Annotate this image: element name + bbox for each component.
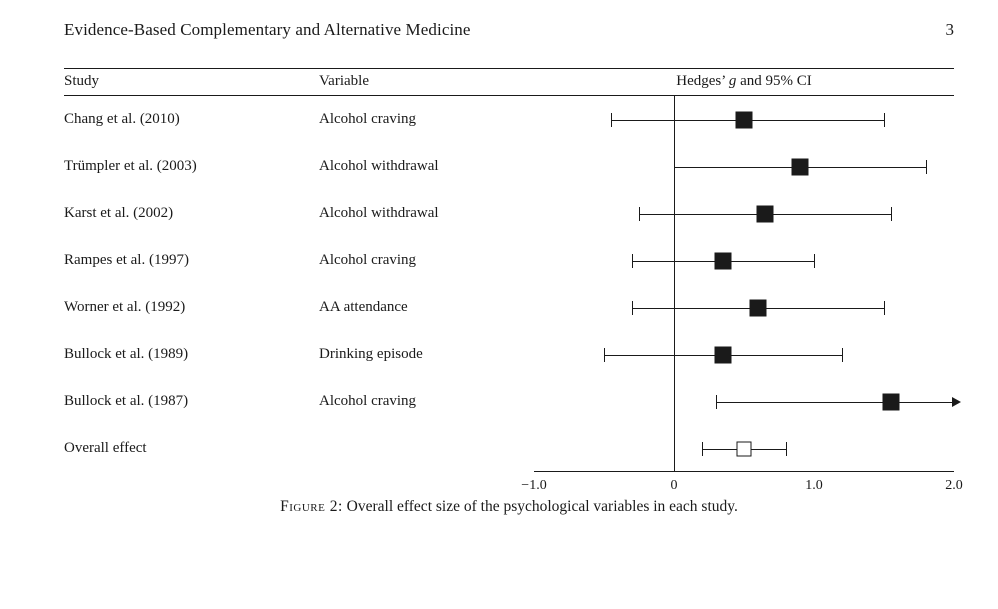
point-marker bbox=[715, 252, 732, 269]
variable-label: AA attendance bbox=[319, 299, 534, 316]
page: Evidence-Based Complementary and Alterna… bbox=[0, 0, 998, 609]
study-label: Karst et al. (2002) bbox=[64, 205, 319, 222]
ci-whisker bbox=[639, 207, 640, 221]
variable-label: Alcohol craving bbox=[319, 252, 534, 269]
study-label: Bullock et al. (1989) bbox=[64, 346, 319, 363]
study-label: Overall effect bbox=[64, 440, 319, 457]
forest-row: Trümpler et al. (2003)Alcohol withdrawal bbox=[64, 143, 954, 190]
plot-cell bbox=[534, 237, 954, 284]
zero-reference-line bbox=[674, 96, 675, 472]
ci-whisker bbox=[884, 113, 885, 127]
x-tick-label: 0 bbox=[671, 478, 678, 494]
plot-cell bbox=[534, 190, 954, 237]
journal-name: Evidence-Based Complementary and Alterna… bbox=[64, 20, 471, 40]
forest-rows: Chang et al. (2010)Alcohol cravingTrümpl… bbox=[64, 96, 954, 472]
figure-label: Figure 2: bbox=[280, 498, 343, 515]
x-tick-label: −1.0 bbox=[521, 478, 546, 494]
ci-whisker bbox=[716, 395, 717, 409]
forest-row: Overall effect bbox=[64, 425, 954, 472]
point-marker bbox=[736, 111, 753, 128]
variable-label: Alcohol craving bbox=[319, 111, 534, 128]
ci-line bbox=[716, 402, 954, 403]
summary-marker bbox=[737, 441, 752, 456]
x-tick-label: 1.0 bbox=[805, 478, 823, 494]
variable-label: Alcohol withdrawal bbox=[319, 158, 534, 175]
study-label: Bullock et al. (1987) bbox=[64, 393, 319, 410]
forest-row: Worner et al. (1992)AA attendance bbox=[64, 284, 954, 331]
plot-header-post: and 95% CI bbox=[736, 73, 811, 89]
plot-header-pre: Hedges’ bbox=[676, 73, 729, 89]
plot-cell bbox=[534, 96, 954, 143]
x-tick-label: 2.0 bbox=[945, 478, 963, 494]
plot-cell bbox=[534, 425, 954, 472]
ci-whisker bbox=[884, 301, 885, 315]
figure-caption: Figure 2: Overall effect size of the psy… bbox=[64, 498, 954, 516]
point-marker bbox=[715, 346, 732, 363]
ci-whisker bbox=[926, 160, 927, 174]
forest-row: Bullock et al. (1987)Alcohol craving bbox=[64, 378, 954, 425]
ci-whisker bbox=[632, 254, 633, 268]
point-marker bbox=[883, 393, 900, 410]
point-marker bbox=[792, 158, 809, 175]
study-label: Trümpler et al. (2003) bbox=[64, 158, 319, 175]
col-header-plot: Hedges’ g and 95% CI bbox=[534, 73, 954, 90]
ci-whisker bbox=[814, 254, 815, 268]
column-headers: Study Variable Hedges’ g and 95% CI bbox=[64, 69, 954, 95]
point-marker bbox=[757, 205, 774, 222]
forest-row: Bullock et al. (1989)Drinking episode bbox=[64, 331, 954, 378]
variable-label: Drinking episode bbox=[319, 346, 534, 363]
forest-plot: Chang et al. (2010)Alcohol cravingTrümpl… bbox=[64, 96, 954, 496]
col-header-study: Study bbox=[64, 73, 319, 90]
forest-row: Karst et al. (2002)Alcohol withdrawal bbox=[64, 190, 954, 237]
running-header: Evidence-Based Complementary and Alterna… bbox=[64, 20, 954, 40]
ci-whisker bbox=[842, 348, 843, 362]
plot-cell bbox=[534, 284, 954, 331]
page-number: 3 bbox=[946, 20, 955, 40]
study-label: Rampes et al. (1997) bbox=[64, 252, 319, 269]
forest-row: Rampes et al. (1997)Alcohol craving bbox=[64, 237, 954, 284]
ci-arrow-right-icon bbox=[952, 397, 961, 407]
variable-label: Alcohol withdrawal bbox=[319, 205, 534, 222]
plot-cell bbox=[534, 143, 954, 190]
ci-whisker bbox=[786, 442, 787, 456]
variable-label: Alcohol craving bbox=[319, 393, 534, 410]
x-axis bbox=[534, 471, 954, 472]
plot-cell bbox=[534, 378, 954, 425]
ci-whisker bbox=[604, 348, 605, 362]
study-label: Worner et al. (1992) bbox=[64, 299, 319, 316]
point-marker bbox=[750, 299, 767, 316]
col-header-variable: Variable bbox=[319, 73, 534, 90]
plot-cell bbox=[534, 331, 954, 378]
ci-whisker bbox=[891, 207, 892, 221]
ci-whisker bbox=[632, 301, 633, 315]
study-label: Chang et al. (2010) bbox=[64, 111, 319, 128]
figure-caption-text: Overall effect size of the psychological… bbox=[343, 498, 738, 515]
forest-row: Chang et al. (2010)Alcohol craving bbox=[64, 96, 954, 143]
ci-whisker bbox=[702, 442, 703, 456]
ci-whisker bbox=[611, 113, 612, 127]
